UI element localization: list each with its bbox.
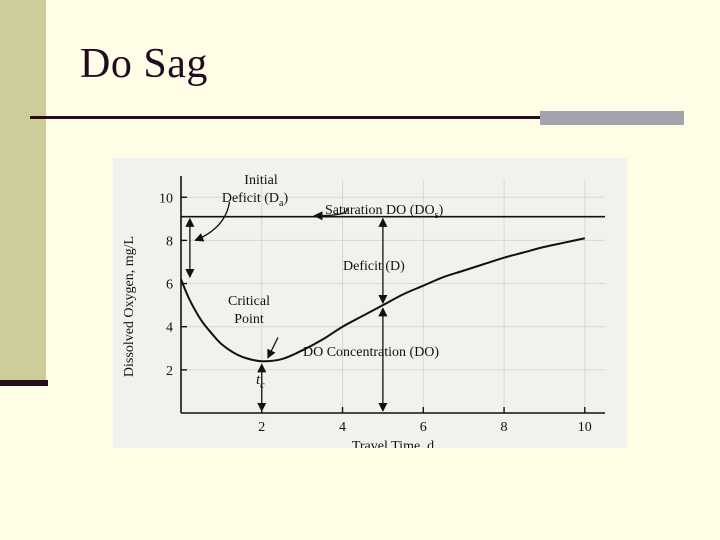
annotation-critical: Critical bbox=[228, 294, 270, 309]
x-tick-label: 10 bbox=[578, 420, 592, 435]
annotation-critical-time: tc bbox=[256, 372, 265, 391]
chart-arrows bbox=[185, 201, 388, 412]
saturation-pointer bbox=[313, 207, 348, 221]
critical-point-pointer bbox=[267, 337, 279, 359]
y-tick-label: 8 bbox=[166, 234, 173, 249]
chart-axes bbox=[180, 176, 605, 414]
chart-grid bbox=[181, 180, 605, 413]
x-axis-label: Travel Time, d bbox=[352, 439, 434, 448]
do-sag-curve bbox=[180, 237, 586, 363]
left-accent-bar-cap bbox=[0, 380, 48, 386]
do-sag-figure: 2 4 6 8 10 2 4 6 8 10 Dissolved Oxygen, mg/L Trav… bbox=[113, 158, 627, 448]
x-tick-label: 6 bbox=[420, 420, 427, 435]
annotation-saturation: Saturation DO (DOs) bbox=[325, 203, 444, 221]
x-tick-label: 4 bbox=[339, 420, 346, 435]
title-rule bbox=[30, 116, 540, 119]
slide-title: Do Sag bbox=[80, 41, 208, 87]
annotation-initial: Initial bbox=[244, 173, 278, 188]
initial-deficit-pointer bbox=[194, 201, 231, 242]
annotation-initial-deficit: Deficit (Da) bbox=[222, 191, 289, 209]
left-accent-bar bbox=[0, 0, 46, 382]
x-tick-label: 8 bbox=[501, 420, 508, 435]
y-tick-label: 4 bbox=[166, 321, 173, 336]
y-tick-label: 2 bbox=[166, 364, 173, 379]
title-rule-accent bbox=[540, 111, 684, 125]
annotation-do-concentration: DO Concentration (DO) bbox=[303, 345, 439, 360]
y-axis-label: Dissolved Oxygen, mg/L bbox=[122, 236, 137, 377]
chart-ticks: 2 4 6 8 10 2 4 6 8 10 bbox=[159, 191, 592, 435]
do-sag-chart: 2 4 6 8 10 2 4 6 8 10 Dissolved Oxygen, mg/L Trav… bbox=[122, 173, 605, 448]
annotation-deficit: Deficit (D) bbox=[343, 259, 405, 274]
y-tick-label: 10 bbox=[159, 191, 173, 206]
annotation-point: Point bbox=[234, 312, 264, 327]
x-tick-label: 2 bbox=[258, 420, 265, 435]
y-tick-label: 6 bbox=[166, 278, 173, 293]
